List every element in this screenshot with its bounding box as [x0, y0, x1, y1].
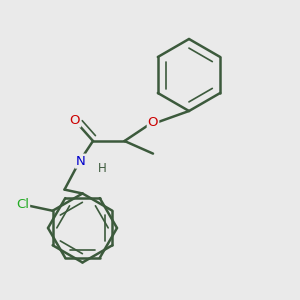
Text: O: O — [70, 113, 80, 127]
Text: O: O — [148, 116, 158, 129]
Text: Cl: Cl — [16, 198, 29, 211]
Text: N: N — [76, 154, 85, 168]
Text: H: H — [98, 161, 106, 175]
